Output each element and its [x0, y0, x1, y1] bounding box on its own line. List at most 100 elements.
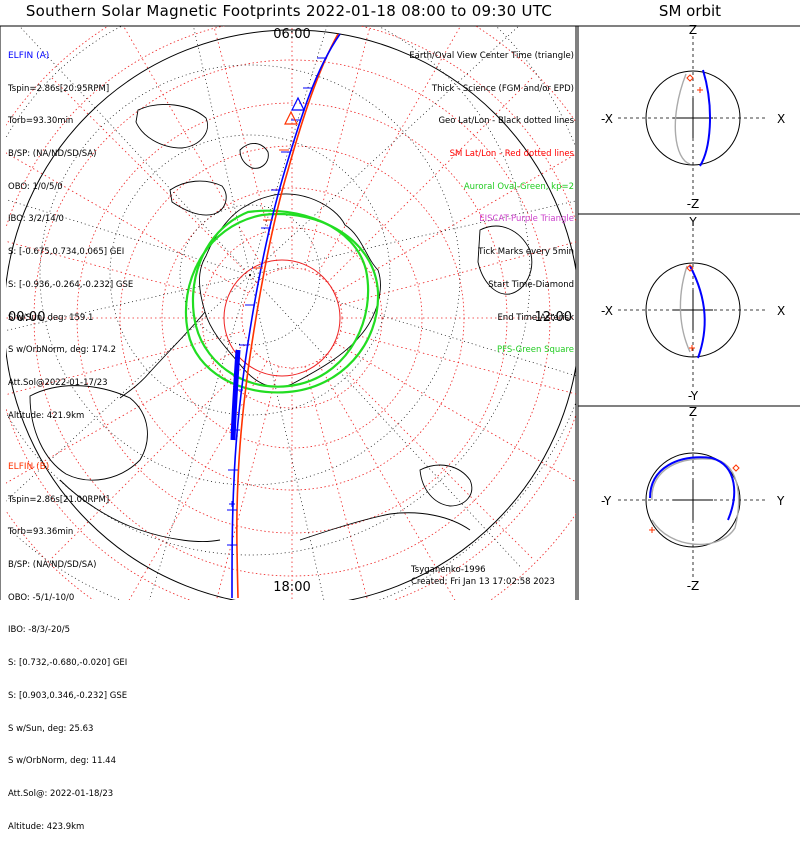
- auroral-oval: [184, 209, 380, 394]
- coastline-path: [29, 385, 148, 481]
- legend-item: PFS-Green Square: [496, 345, 574, 356]
- probe-b-info: ELFIN (B) Tspin=2.86s[21.00RPM] Torb=93.…: [8, 440, 127, 844]
- mlt-label-top: 06:00: [273, 27, 310, 42]
- probe-b-line: S: [0.732,-0.680,-0.020] GEI: [8, 658, 128, 669]
- auroral-oval-inner: [184, 212, 380, 394]
- orbit-axis-label-left: -X: [601, 304, 613, 318]
- probe-a-line: S: [-0.675,0.734,0.065] GEI: [8, 247, 125, 258]
- probe-b-orbit: [674, 73, 691, 165]
- geo-longitude-line: [6, 199, 251, 276]
- sm-longitude-line: [6, 152, 249, 294]
- legend-item: Tick Marks every 5min: [478, 247, 574, 258]
- mlt-label-right: 12:00: [535, 310, 572, 325]
- geo-longitude-line: [249, 274, 325, 600]
- coastline-path: [59, 479, 221, 542]
- legend-item: Earth/Oval View Center Time (triangle): [409, 50, 574, 61]
- probe-a-line: Att.Sol@2022-01-17/23: [8, 378, 108, 388]
- sm-longitude-line: [327, 353, 533, 559]
- probe-a-science-segment: [230, 349, 241, 441]
- geo-latitude-ring: [109, 134, 391, 416]
- probe-a-info: ELFIN (A) Tspin=2.86s[20.95RPM] Torb=93.…: [8, 29, 133, 433]
- geo-longitude-line: [249, 26, 520, 276]
- probe-a-line: B/SP: (NA/ND/SD/SA): [8, 148, 97, 159]
- sm-latitude-ring: [161, 187, 423, 449]
- probe-b-line: OBO: -5/1/-10/0: [8, 592, 75, 603]
- orbit-axis-label-bottom: -Y: [688, 389, 699, 403]
- legend-item: EISCAT-Purple Triangle: [479, 214, 574, 225]
- sm-longitude-line: [6, 240, 244, 306]
- orbit-end-asterisk: [649, 527, 655, 533]
- orbit-axis-label-left: -X: [601, 112, 613, 126]
- probe-a-line: Tspin=2.86s[20.95RPM]: [8, 83, 110, 94]
- sm-longitude-line: [316, 26, 462, 275]
- legend-item: SM Lat/Lon - Red dotted lines: [449, 148, 574, 159]
- sm-longitude-line: [327, 77, 533, 283]
- geo-latitude-ring: [6, 26, 531, 556]
- legend-item: End Time-Asterisk: [497, 312, 574, 323]
- probe-b-line: Att.Sol@: 2022-01-18/23: [8, 789, 114, 799]
- legend-item: Auroral Oval-Green, kp=2: [463, 181, 574, 192]
- sm-longitude-line: [51, 353, 257, 559]
- legend-item: Geo Lat/Lon - Black dotted lines: [438, 116, 574, 127]
- orbit-end-asterisk: [697, 87, 703, 93]
- coordinate-grid: [6, 26, 576, 600]
- probe-a-orbit: [689, 265, 706, 359]
- probe-a-line: S: [-0.936,-0.264,-0.232] GSE: [8, 279, 134, 290]
- coastline-path: [299, 512, 471, 541]
- coastline-path: [419, 464, 473, 507]
- probe-b-line: Tspin=2.86s[21.00RPM]: [8, 494, 110, 505]
- coastline-path: [169, 180, 227, 216]
- sm-longitude-line: [51, 77, 257, 283]
- geo-longitude-line: [249, 274, 523, 569]
- coastline-path: [239, 143, 269, 169]
- coastline-path: [135, 104, 208, 149]
- orbit-start-diamond: [686, 264, 694, 272]
- orbit-axis-label-top: Y: [688, 215, 697, 229]
- probe-b-line: S: [0.903,0.346,-0.232] GSE: [8, 690, 128, 701]
- earth-circle: [645, 262, 741, 358]
- geo-longitude-line: [6, 274, 251, 331]
- orbit-axis-label-right: X: [777, 112, 785, 126]
- orbit-end-asterisk: [689, 345, 695, 351]
- coastline-path: [119, 311, 206, 399]
- sm-longitude-line: [340, 330, 576, 395]
- coastline-path: [477, 225, 533, 295]
- geo-latitude-ring: [179, 204, 321, 346]
- probe-b-line: B/SP: (NA/ND/SD/SA): [8, 559, 97, 570]
- probe-a-line: Altitude: 421.9km: [8, 410, 85, 421]
- probe-a-line: S w/OrbNorm, deg: 174.2: [8, 345, 117, 356]
- map-legend: Earth/Oval View Center Time (triangle) T…: [409, 29, 574, 367]
- sm-latitude-ring: [201, 227, 383, 409]
- probe-b-line: S w/Sun, deg: 25.63: [8, 723, 94, 734]
- orbit-axis-label-bottom: -Z: [687, 197, 700, 211]
- probe-b-line: S w/OrbNorm, deg: 11.44: [8, 756, 117, 767]
- probe-b-line: IBO: -8/3/-20/5: [8, 625, 71, 636]
- sm-longitude-line: [122, 26, 268, 275]
- horizon-circle: [6, 29, 576, 600]
- probe-a-view-center-triangle: [291, 96, 305, 111]
- auroral-oval-outer: [191, 209, 370, 388]
- sm-longitude-line: [6, 342, 249, 484]
- geo-latitude-ring: [39, 64, 461, 486]
- mlt-label-bottom: 18:00: [273, 580, 310, 595]
- polar-cap-circle: [223, 259, 341, 377]
- probe-b-line: Torb=93.36min: [8, 527, 74, 538]
- sm-orbit-panels: Z -Z -X X Y -Y -X X Z -Z -Y Y: [578, 23, 800, 593]
- orbit-axis-label-right: Y: [776, 494, 785, 508]
- created-timestamp: Created: Fri Jan 13 17:02:58 2023: [411, 577, 555, 587]
- probe-b-name: ELFIN (B): [8, 461, 50, 472]
- probe-b-orbit: [651, 458, 740, 546]
- orbit-start-diamond: [686, 74, 694, 82]
- probe-a-orbit: [699, 69, 711, 167]
- probe-a-line: S w/Sun, deg: 159.1: [8, 312, 94, 323]
- orbit-axis-label-top: Z: [689, 23, 697, 37]
- sm-longitude-line: [340, 241, 576, 306]
- sm-longitude-line: [335, 342, 576, 483]
- geo-longitude-line: [193, 26, 251, 276]
- sm-longitude-line: [216, 366, 280, 600]
- probe-b-track: [236, 33, 339, 599]
- mlt-label-left: 00:00: [8, 310, 45, 325]
- legend-item: Start Time-Diamond: [488, 279, 574, 290]
- sm-longitude-line: [304, 366, 368, 600]
- probe-a-track: [231, 33, 341, 599]
